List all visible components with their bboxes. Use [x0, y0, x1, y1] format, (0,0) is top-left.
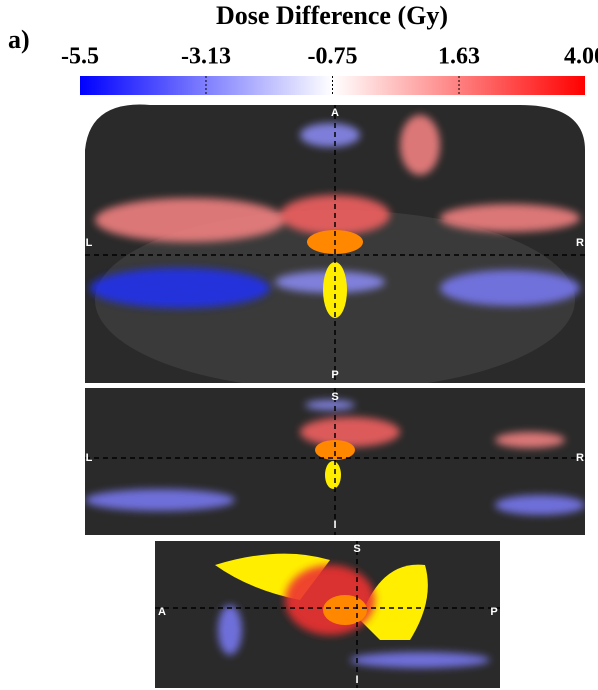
orientation-label: R — [576, 237, 584, 249]
panel-label: a) — [8, 25, 30, 54]
orientation-label: P — [490, 606, 497, 618]
orientation-label: P — [331, 369, 338, 381]
orientation-label: S — [331, 391, 338, 403]
orientation-label: S — [353, 543, 360, 555]
figure: a) Dose Difference (Gy) — [0, 0, 598, 690]
colorbar-tick-label: -5.5 — [61, 44, 99, 70]
colorbar-tick-label: 1.63 — [438, 44, 480, 70]
colorbar-title: Dose Difference (Gy) — [216, 1, 448, 30]
orientation-label: I — [333, 519, 336, 531]
sagittal-view — [155, 541, 500, 688]
orientation-label: R — [576, 452, 584, 464]
orientation-label: L — [86, 452, 93, 464]
orientation-label: I — [355, 674, 358, 686]
orientation-label: L — [86, 237, 93, 249]
colorbar-tick-label: -3.13 — [181, 44, 231, 70]
colorbar-tick-label: -0.75 — [308, 44, 358, 70]
orientation-label: A — [331, 107, 339, 119]
colorbar-tick-label: 4.00 — [564, 44, 598, 70]
orientation-label: A — [158, 606, 166, 618]
